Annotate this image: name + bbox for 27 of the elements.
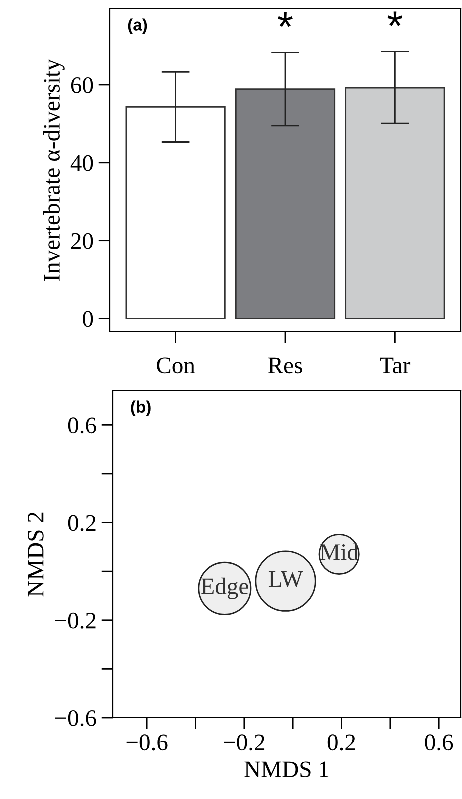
y-tick-label: 40	[70, 155, 94, 172]
x-tick-label: Res	[268, 358, 302, 374]
y-tick-label: −0.2	[55, 612, 96, 629]
x-tick-label: −0.2	[224, 734, 265, 751]
annotation: *	[388, 12, 403, 26]
x-tick-label: 0.2	[328, 734, 356, 751]
x-tick-label: Con	[157, 358, 196, 374]
y-tick-label: 0.6	[68, 418, 96, 434]
series-label: Edge	[201, 578, 248, 600]
x-axis-title: NMDS 1	[244, 762, 329, 778]
bar	[235, 88, 336, 320]
bar	[345, 87, 446, 320]
x-tick-label: 0.6	[425, 734, 454, 751]
y-tick-label: 0.2	[68, 515, 96, 532]
x-tick-label: Tar	[380, 358, 411, 374]
y-axis-title: Invertebrate α-diversity	[43, 59, 65, 282]
x-tick-label: −0.6	[126, 734, 168, 751]
y-tick-label: 20	[71, 233, 94, 250]
y-tick-label: 0	[83, 311, 94, 328]
bar	[126, 106, 226, 320]
annotation: *	[278, 12, 293, 28]
y-tick-label: 60	[71, 77, 94, 94]
y-axis-title: NMDS 2	[28, 512, 44, 597]
text: (b)	[131, 400, 151, 416]
series-label: LW	[268, 572, 304, 588]
y-tick-label: −0.6	[55, 710, 96, 727]
text: (a)	[128, 18, 148, 34]
